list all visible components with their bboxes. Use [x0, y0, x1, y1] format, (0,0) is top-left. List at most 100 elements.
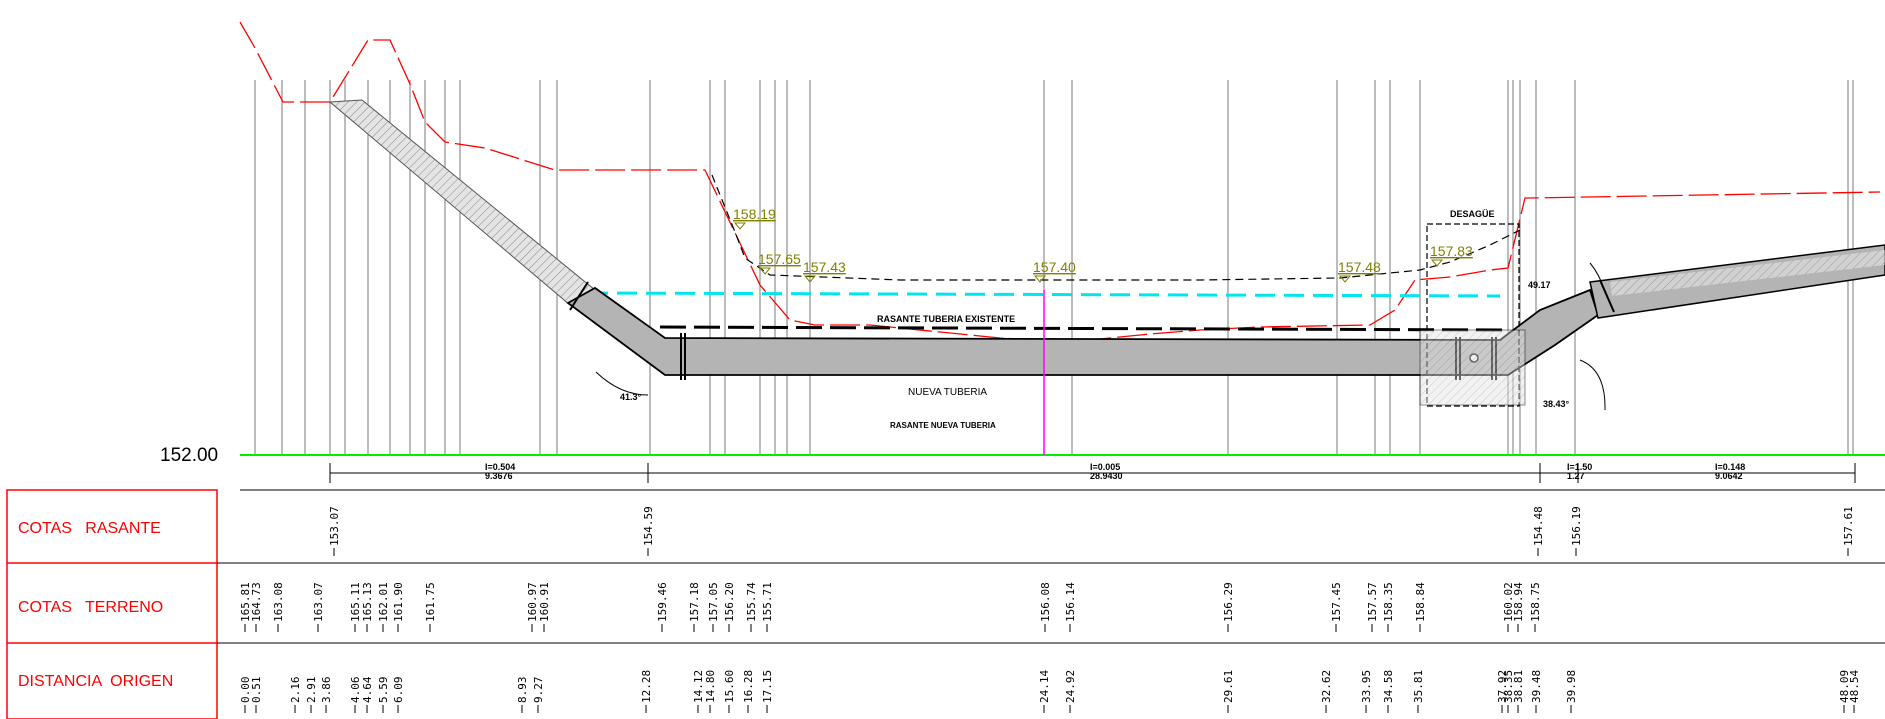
- distancia-value: 8.93: [516, 677, 529, 704]
- angle-right-arc: [1589, 262, 1605, 291]
- new-grade-label: RASANTE NUEVA TUBERIA: [890, 421, 996, 430]
- distancia-value: 4.06: [349, 677, 362, 704]
- terreno-value: 165.13: [361, 582, 374, 622]
- data-table: COTAS RASANTE COTAS TERRENO DISTANCIA OR…: [6, 489, 1885, 719]
- distancia-value: 5.59: [377, 677, 390, 704]
- distancia-value: 48.54: [1848, 670, 1861, 703]
- slope-length: 9.0642: [1715, 471, 1743, 481]
- terreno-value: 155.74: [745, 582, 758, 622]
- slope-value: I=0.148: [1715, 462, 1745, 472]
- distancia-value: 17.15: [761, 670, 774, 703]
- slope-length: 9.3676: [485, 471, 513, 481]
- terreno-value: 156.14: [1064, 582, 1077, 622]
- terreno-value: 157.45: [1330, 582, 1343, 622]
- distancia-value: 29.61: [1222, 670, 1235, 703]
- level-mark-label: 157.83: [1430, 243, 1473, 259]
- terreno-value: 164.73: [250, 582, 263, 622]
- terreno-value: 160.97: [526, 582, 539, 622]
- terreno-value: 157.05: [707, 582, 720, 622]
- distancia-value: 24.14: [1038, 670, 1051, 703]
- rasante-value: 157.61: [1842, 506, 1855, 546]
- rasante-value: 153.07: [328, 506, 341, 546]
- distancia-value: 37.92: [1496, 670, 1509, 703]
- terreno-value: 156.08: [1039, 582, 1052, 622]
- terreno-value: 156.29: [1222, 582, 1235, 622]
- terreno-value: 161.90: [392, 582, 405, 622]
- distancia-value: 0.00: [239, 677, 252, 704]
- level-mark-label: 157.40: [1033, 259, 1076, 275]
- level-mark-triangle: [1033, 275, 1047, 283]
- terreno-value: 156.20: [723, 582, 736, 622]
- distancia-value: 39.48: [1530, 670, 1543, 703]
- terreno-value: 158.75: [1529, 582, 1542, 622]
- rasante-value: 154.59: [642, 506, 655, 546]
- rasante-values: 153.07 154.59 154.48 156.19 157.61: [328, 506, 1855, 556]
- distancia-value: 38.81: [1512, 670, 1525, 703]
- existing-grade-label: RASANTE TUBERIA EXISTENTE: [877, 314, 1015, 324]
- terreno-value: 160.91: [538, 582, 551, 622]
- distancia-value: 39.98: [1565, 670, 1578, 703]
- desague-label: DESAGÜE: [1450, 209, 1495, 219]
- terreno-value: 158.35: [1382, 582, 1395, 622]
- angle-left-arc: [595, 371, 649, 396]
- distancia-value: 48.09: [1838, 670, 1851, 703]
- terreno-value: 158.94: [1512, 582, 1525, 622]
- new-pipe-body: [566, 286, 1600, 376]
- distancia-value: 32.62: [1320, 670, 1333, 703]
- row-label-cotas-rasante: COTAS RASANTE: [18, 520, 161, 537]
- right-rising-pipe-hatch: [1610, 250, 1885, 296]
- level-mark-label: 157.48: [1338, 259, 1381, 275]
- terreno-value: 159.46: [656, 582, 669, 622]
- angle-left-label: 41.3°: [620, 392, 642, 402]
- secondary-terrain-line: [711, 174, 1521, 281]
- row-label-cotas-terreno: COTAS TERRENO: [18, 599, 163, 616]
- distancia-value: 3.86: [320, 677, 333, 704]
- level-mark-triangle: [758, 267, 772, 275]
- distancia-value: 14.80: [704, 670, 717, 703]
- distancia-value: 24.92: [1064, 670, 1077, 703]
- angle-right-top-label: 49.17: [1528, 280, 1551, 290]
- slope-value: I=0.005: [1090, 462, 1120, 472]
- terreno-value: 158.84: [1414, 582, 1427, 622]
- distancia-value: 2.91: [305, 677, 318, 704]
- angle-right-bottom-arc: [1579, 359, 1606, 411]
- slope-value: I=1.50: [1567, 462, 1592, 472]
- level-mark-triangle: [1338, 275, 1352, 283]
- terreno-value: 162.01: [377, 582, 390, 622]
- slope-value: I=0.504: [485, 462, 515, 472]
- left-inclined-pipe-casing: [328, 99, 596, 306]
- level-mark-label: 158.19: [733, 206, 776, 222]
- water-level-line: [587, 291, 1501, 298]
- distancia-value: 0.51: [250, 677, 263, 704]
- terreno-value: 161.75: [424, 582, 437, 622]
- terrain-line: [239, 21, 1881, 342]
- slope-length: 28.9430: [1090, 471, 1123, 481]
- distancia-value: 16.28: [742, 670, 755, 703]
- terreno-value: 155.71: [761, 582, 774, 622]
- drain-chamber-casing: [1419, 329, 1526, 406]
- slope-length: 1.27: [1567, 471, 1585, 481]
- rasante-value: 154.48: [1532, 506, 1545, 546]
- distancia-value: 4.64: [361, 676, 374, 703]
- level-marks: 158.19 157.65 157.43 157.40 157.48 157.83: [733, 206, 1473, 283]
- drain-chamber-box: [1426, 223, 1520, 407]
- level-mark-label: 157.43: [803, 259, 846, 275]
- table-label-column: [6, 489, 218, 719]
- level-mark-triangle: [733, 222, 747, 230]
- distancia-value: 9.27: [532, 677, 545, 704]
- datum-label: 152.00: [160, 445, 218, 466]
- existing-grade-line: [659, 325, 1506, 332]
- distancia-value: 6.09: [392, 677, 405, 704]
- distancia-value: 15.60: [723, 670, 736, 703]
- distancia-value: 14.12: [692, 670, 705, 703]
- rasante-value: 156.19: [1570, 506, 1583, 546]
- terreno-value: 157.57: [1366, 582, 1379, 622]
- angle-right-bottom-label: 38.43°: [1543, 399, 1570, 409]
- distancia-value: 38.35: [1502, 670, 1515, 703]
- distancia-value: 12.28: [640, 670, 653, 703]
- level-mark-label: 157.65: [758, 251, 801, 267]
- row-label-distancia-origen: DISTANCIA ORIGEN: [18, 673, 173, 690]
